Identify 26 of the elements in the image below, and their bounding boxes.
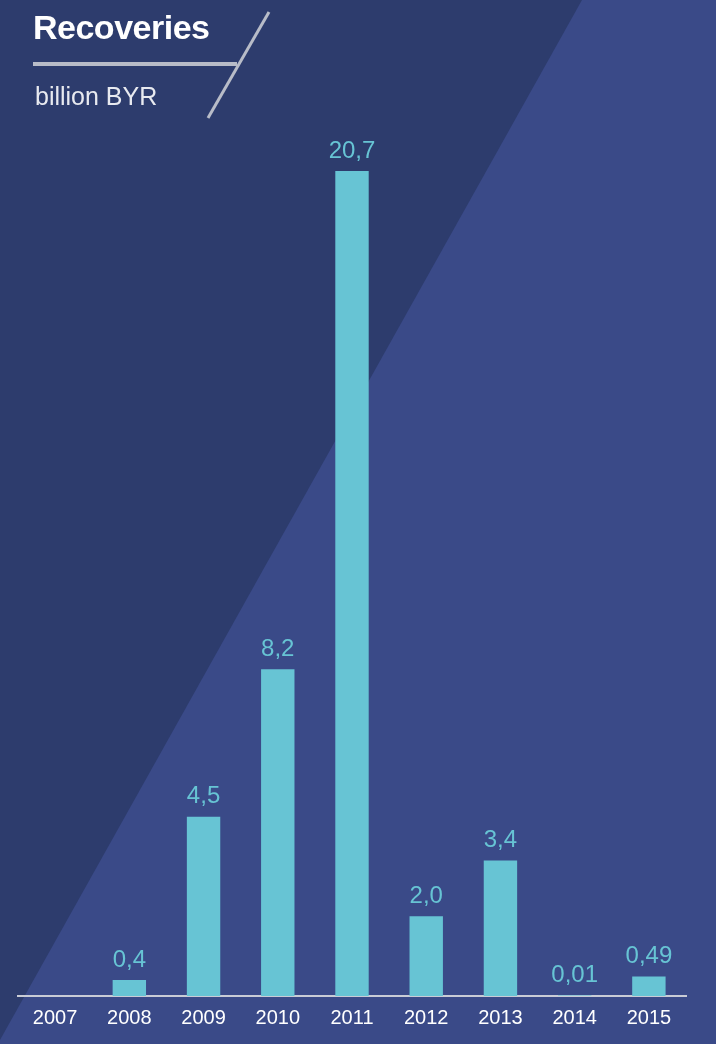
x-tick-label: 2010 — [255, 1005, 301, 1028]
data-label: 4,5 — [186, 781, 221, 809]
x-tick-label: 2014 — [552, 1005, 597, 1028]
data-label: 8,2 — [261, 633, 295, 661]
bar — [632, 976, 666, 996]
bar — [186, 816, 221, 996]
data-label: 0,4 — [112, 944, 147, 972]
chart-subtitle: billion BYR — [35, 82, 158, 111]
bar — [112, 980, 147, 996]
data-label: 0,49 — [625, 941, 673, 969]
chart-title: Recoveries — [33, 8, 210, 47]
x-tick-label: 2007 — [32, 1005, 78, 1028]
bar — [335, 171, 369, 996]
data-label: 2,0 — [409, 880, 443, 908]
x-tick-label: 2009 — [181, 1005, 226, 1028]
data-label: 3,4 — [483, 825, 518, 853]
x-tick-label: 2008 — [107, 1005, 152, 1028]
data-label: 0,01 — [551, 960, 599, 988]
data-label: 20,7 — [328, 135, 376, 163]
bar — [409, 916, 443, 996]
x-tick-label: 2013 — [478, 1005, 523, 1028]
x-tick-label: 2015 — [626, 1005, 672, 1028]
bar — [483, 860, 518, 996]
bar — [261, 669, 295, 996]
x-tick-label: 2011 — [330, 1005, 374, 1028]
x-tick-label: 2012 — [403, 1005, 449, 1028]
